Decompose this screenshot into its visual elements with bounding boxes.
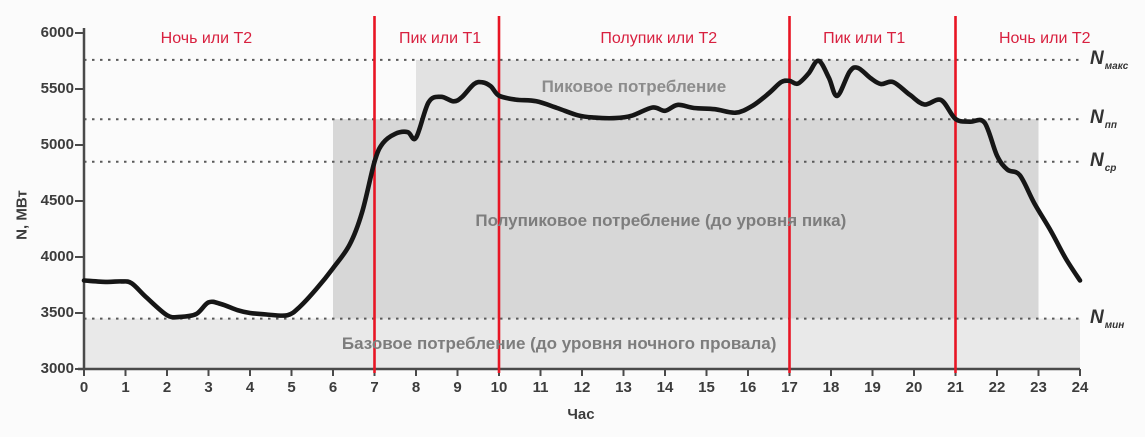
y-tick-label-5500: 5500: [40, 80, 74, 97]
x-tick-label-10: 10: [490, 379, 508, 396]
x-tick-label-0: 0: [79, 379, 89, 396]
x-tick-label-17: 17: [781, 379, 798, 396]
reference-label-N-min: Nмин: [1090, 306, 1125, 331]
x-tick-label-20: 20: [905, 379, 923, 396]
x-tick-label-15: 15: [698, 379, 715, 396]
x-axis-title: Час: [567, 406, 595, 423]
x-tick-label-4: 4: [245, 379, 255, 396]
x-tick-label-16: 16: [739, 379, 757, 396]
x-tick-label-18: 18: [822, 379, 840, 396]
y-tick-label-3500: 3500: [40, 304, 74, 321]
x-tick-label-11: 11: [532, 379, 549, 396]
y-tick-label-6000: 6000: [40, 24, 74, 41]
phase-label-2: Полупик или Т2: [600, 30, 718, 47]
y-tick-label-4000: 4000: [40, 248, 74, 265]
x-tick-label-14: 14: [656, 379, 674, 396]
x-tick-label-9: 9: [453, 379, 462, 396]
phase-label-4: Ночь или Т2: [998, 30, 1091, 47]
x-tick-label-8: 8: [411, 379, 421, 396]
band-peak: [416, 59, 956, 120]
x-tick-label-2: 2: [162, 379, 172, 396]
reference-label-N-sr: Nср: [1090, 149, 1117, 174]
y-tick-label-4500: 4500: [40, 192, 74, 209]
x-tick-label-1: 1: [121, 379, 130, 396]
band-base: [84, 318, 1080, 369]
zone-label-half-peak: Полупиковое потребление (до уровня пика): [475, 211, 847, 231]
x-tick-label-7: 7: [370, 379, 379, 396]
reference-label-N-maks: Nмакс: [1090, 47, 1129, 72]
x-tick-label-12: 12: [573, 379, 591, 396]
x-tick-label-24: 24: [1071, 379, 1089, 396]
x-tick-label-19: 19: [864, 379, 881, 396]
phase-label-1: Пик или Т1: [398, 30, 482, 47]
y-tick-label-3000: 3000: [40, 360, 74, 377]
band-half-peak: [333, 119, 1039, 319]
x-tick-label-23: 23: [1030, 379, 1047, 396]
zone-label-base: Базовое потребление (до уровня ночного п…: [341, 333, 777, 353]
x-tick-label-22: 22: [988, 379, 1006, 396]
reference-label-N-pp: Nпп: [1090, 107, 1117, 132]
x-tick-label-5: 5: [287, 379, 296, 396]
x-tick-label-21: 21: [947, 379, 964, 396]
x-tick-label-3: 3: [204, 379, 213, 396]
x-tick-label-6: 6: [328, 379, 338, 396]
y-tick-label-5000: 5000: [40, 136, 74, 153]
x-tick-label-13: 13: [615, 379, 632, 396]
phase-label-3: Пик или Т1: [823, 30, 906, 47]
load-curve: [81, 58, 1083, 320]
phase-label-0: Ночь или Т2: [160, 30, 253, 47]
zone-label-peak: Пиковое потребление: [541, 76, 727, 96]
